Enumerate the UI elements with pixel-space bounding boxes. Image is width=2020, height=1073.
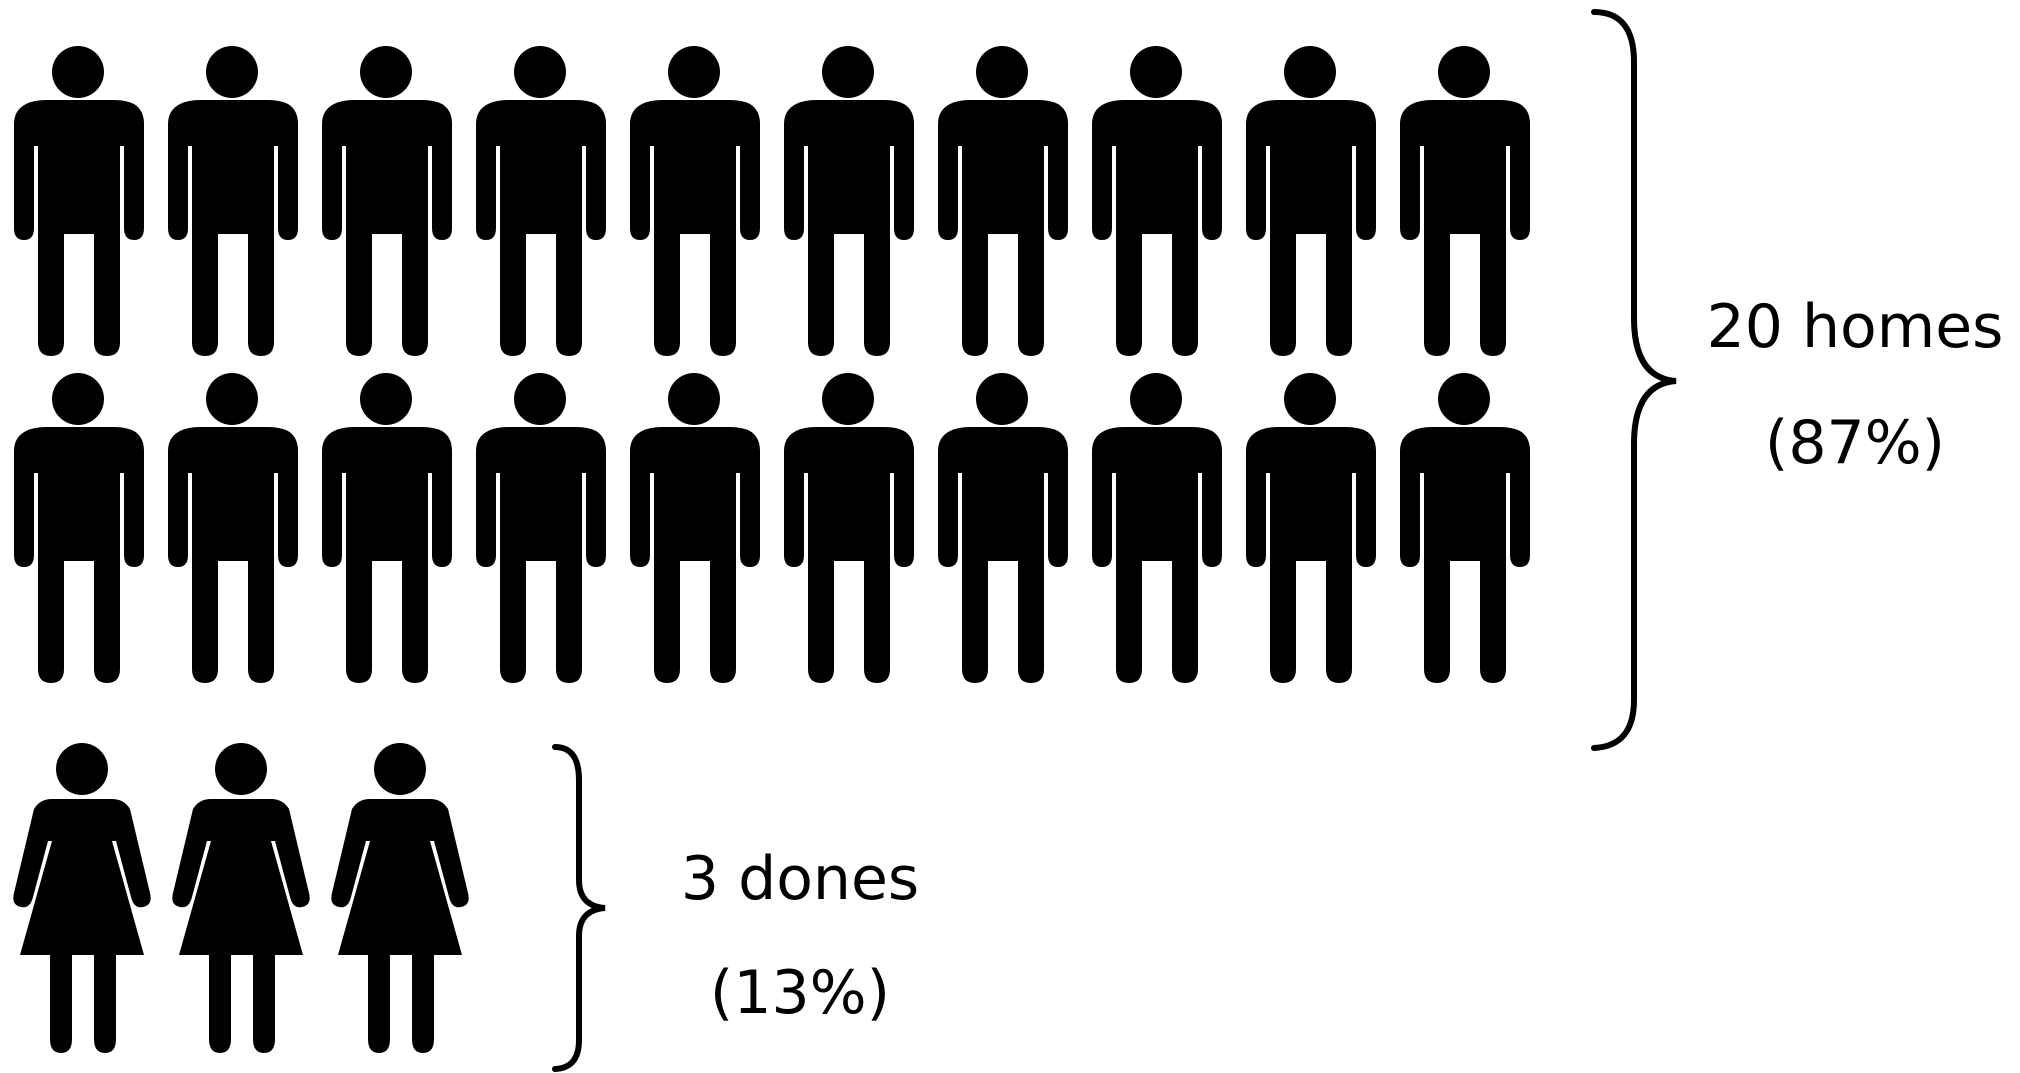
man-icon xyxy=(168,373,298,683)
man-icon xyxy=(14,373,144,683)
man-icon xyxy=(1246,46,1376,356)
women-percent-label: (13%) xyxy=(709,958,891,1028)
man-icon xyxy=(630,373,760,683)
man-icon xyxy=(784,46,914,356)
man-icon xyxy=(322,46,452,356)
man-icon xyxy=(476,373,606,683)
man-icon xyxy=(1092,373,1222,683)
man-icon xyxy=(168,46,298,356)
man-icon xyxy=(938,373,1068,683)
men-count-label: 20 homes xyxy=(1706,292,2004,362)
man-icon xyxy=(630,46,760,356)
man-icon xyxy=(1400,46,1530,356)
man-icon xyxy=(476,46,606,356)
woman-icon xyxy=(172,743,310,1053)
man-icon xyxy=(938,46,1068,356)
man-icon xyxy=(322,373,452,683)
woman-icon xyxy=(331,743,469,1053)
men-percent-label: (87%) xyxy=(1764,408,1946,478)
man-icon xyxy=(1246,373,1376,683)
woman-icon xyxy=(13,743,151,1053)
man-icon xyxy=(14,46,144,356)
men-group-bracket xyxy=(1591,9,1677,751)
women-count-label: 3 dones xyxy=(680,844,920,914)
man-icon xyxy=(784,373,914,683)
man-icon xyxy=(1400,373,1530,683)
man-icon xyxy=(1092,46,1222,356)
women-group-bracket xyxy=(552,744,606,1072)
